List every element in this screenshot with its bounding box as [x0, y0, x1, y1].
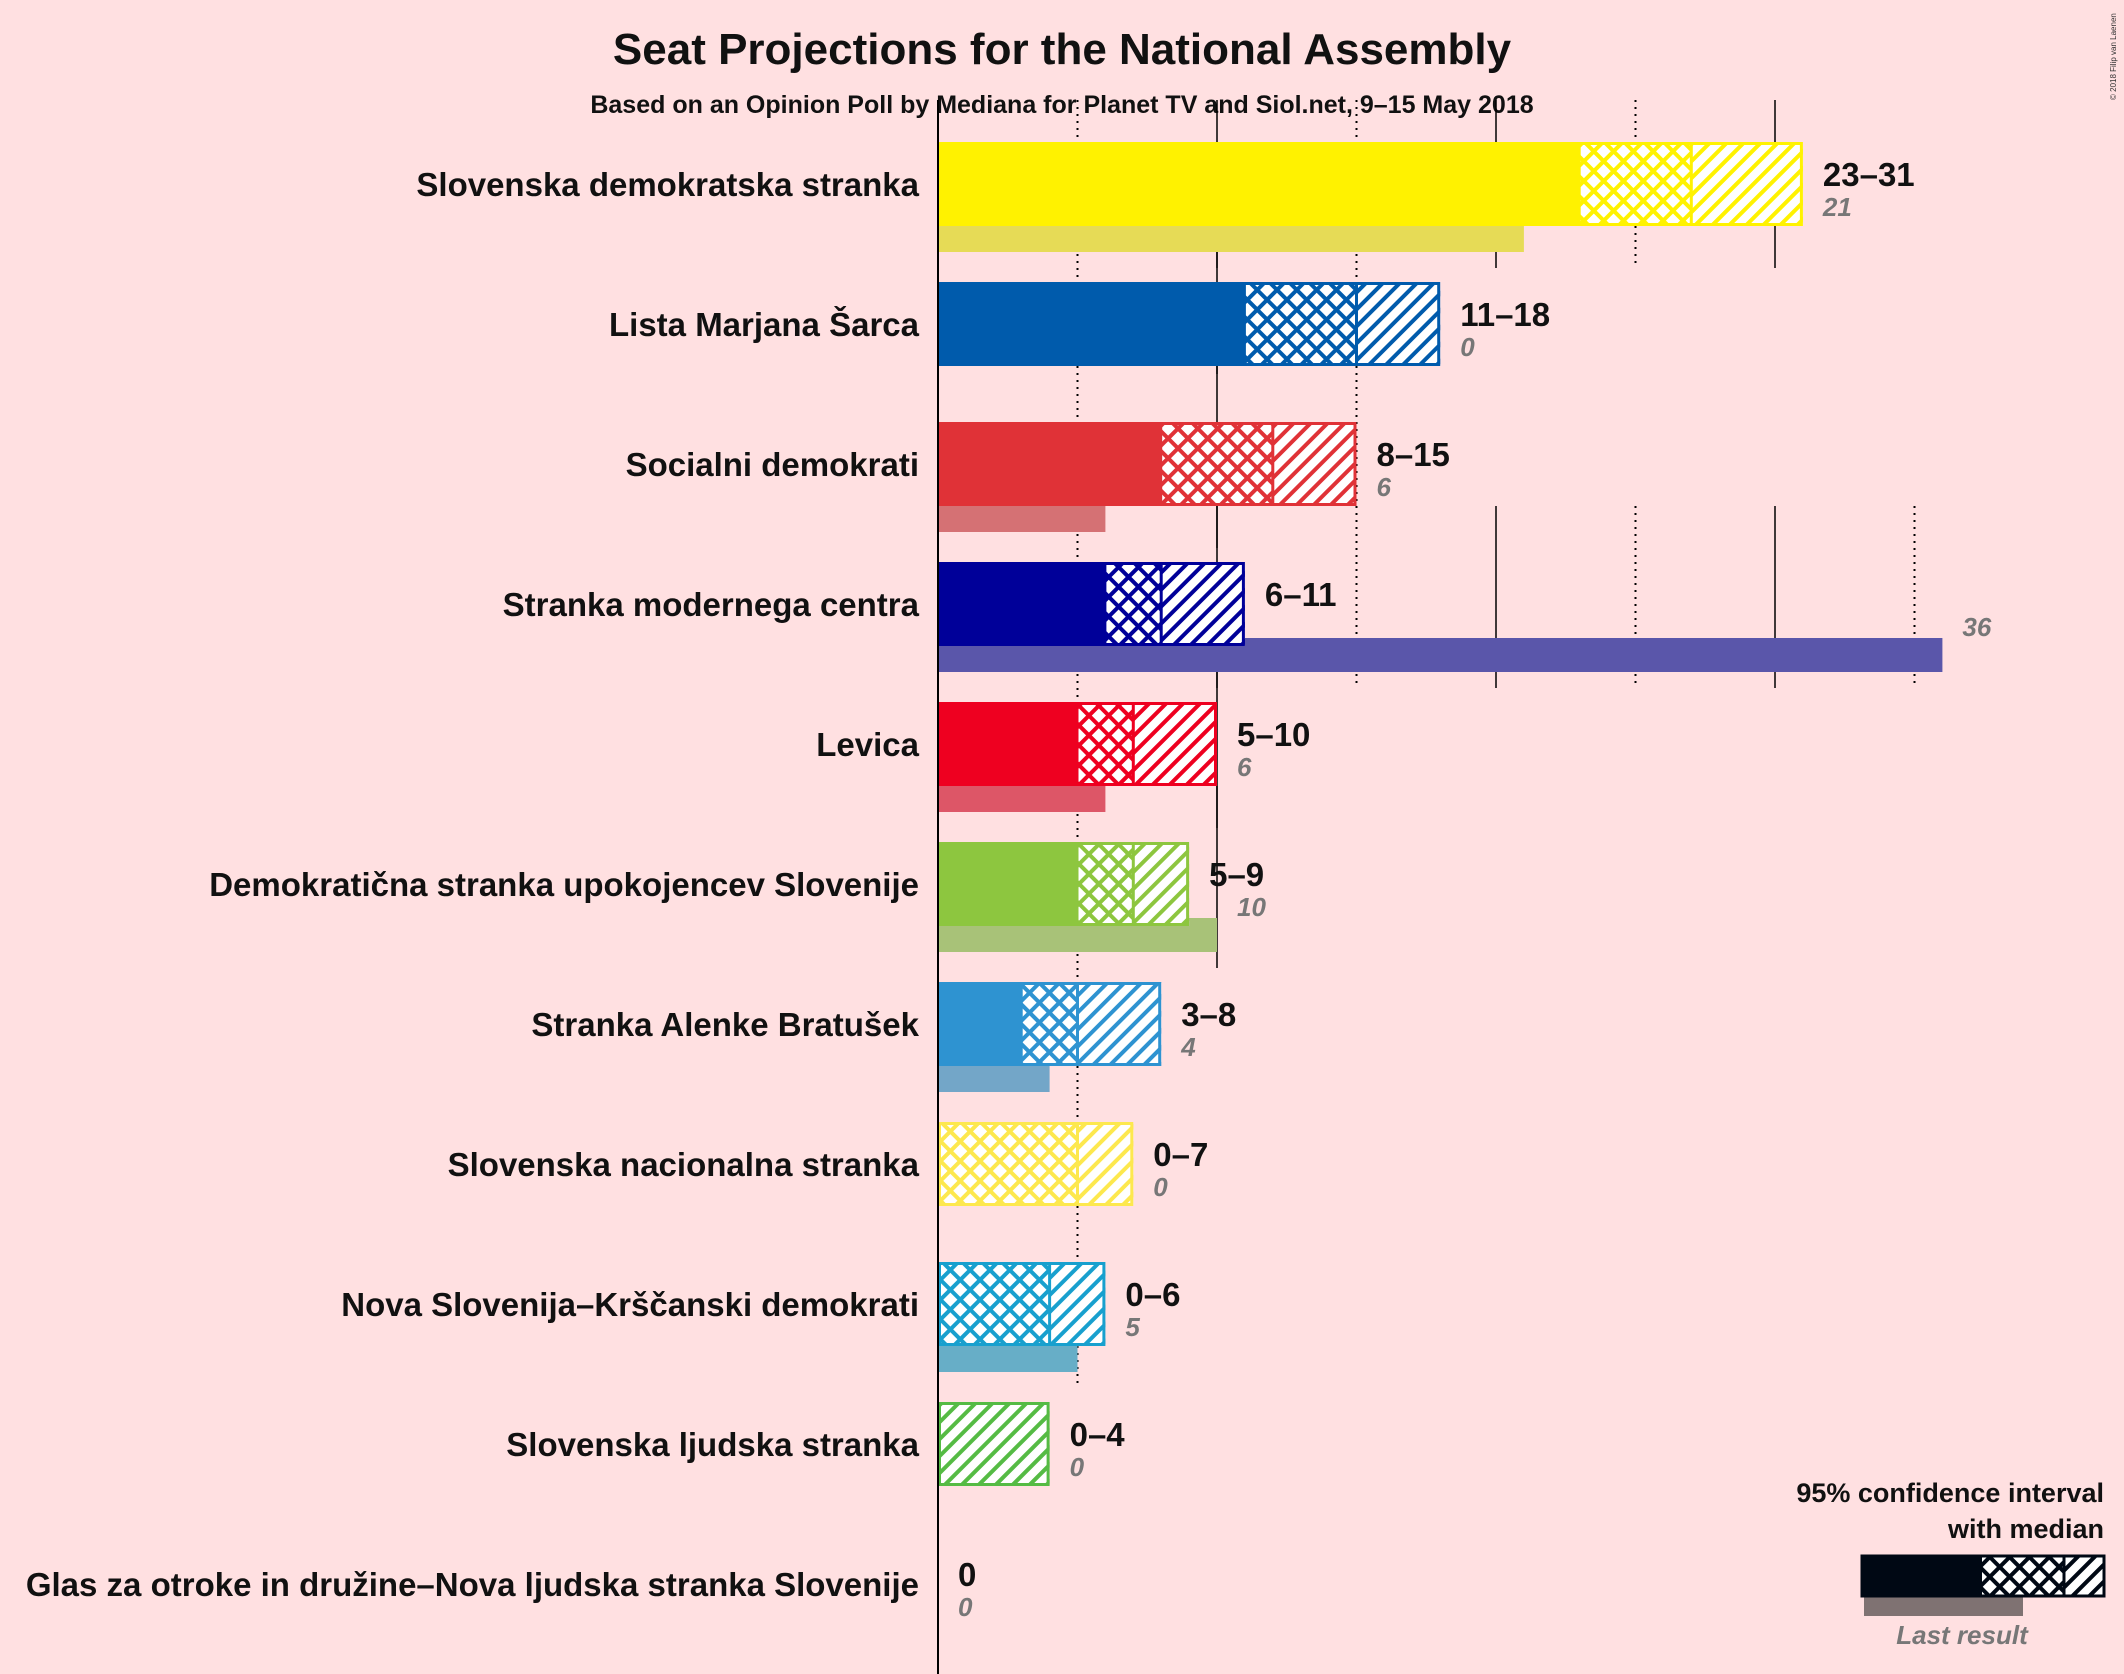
party-row: Glas za otroke in družine–Nova ljudska s… [26, 1556, 977, 1622]
range-label: 3–8 [1181, 996, 1236, 1033]
party-row: Nova Slovenija–Krščanski demokrati 0–65 [341, 1262, 1180, 1372]
party-label: Stranka Alenke Bratušek [531, 1006, 919, 1043]
ci-lower-hatch [1077, 702, 1134, 786]
last-result-label: 0 [1460, 332, 1475, 362]
ci-lower-hatch [1105, 562, 1162, 646]
party-label: Lista Marjana Šarca [609, 305, 920, 343]
ci-upper-hatch [1691, 142, 1803, 226]
ci-upper-hatch [1077, 982, 1162, 1066]
ci-solid-bar [938, 982, 1022, 1066]
ci-outline [938, 1262, 1106, 1346]
party-label: Slovenska nacionalna stranka [448, 1146, 920, 1183]
ci-lower-hatch [938, 1122, 1078, 1206]
range-label: 0–7 [1153, 1136, 1208, 1173]
last-result-label: 6 [1377, 472, 1392, 502]
last-result-label: 36 [1962, 612, 1991, 642]
legend: 95% confidence interval with median Last… [1796, 1478, 2106, 1650]
chart-title: Seat Projections for the National Assemb… [613, 25, 1512, 74]
ci-lower-hatch [1579, 142, 1692, 226]
ci-upper-hatch [1161, 562, 1245, 646]
legend-last-result-label: Last result [1896, 1620, 2029, 1650]
last-result-label: 0 [1153, 1172, 1168, 1202]
ci-upper-hatch [1356, 282, 1441, 366]
range-label: 0–6 [1125, 1276, 1180, 1313]
party-row: Stranka modernega centra 6–11 36 [503, 562, 1992, 672]
legend-cross-hatch [1982, 1556, 2064, 1596]
last-result-label: 0 [958, 1592, 973, 1622]
ci-outline [938, 842, 1190, 926]
last-result-label: 5 [1125, 1312, 1140, 1342]
party-row: Levica 5–106 [816, 702, 1310, 812]
last-result-label: 4 [1180, 1032, 1196, 1062]
range-label: 8–15 [1377, 436, 1450, 473]
range-label: 23–31 [1823, 156, 1915, 193]
range-label: 0 [958, 1556, 976, 1593]
party-row: Socialni demokrati 8–156 [626, 422, 1450, 532]
party-label: Nova Slovenija–Krščanski demokrati [341, 1286, 919, 1323]
range-label: 0–4 [1070, 1416, 1126, 1453]
ci-outline [938, 142, 1803, 226]
party-label: Demokratična stranka upokojencev Sloveni… [209, 866, 919, 903]
party-row: Demokratična stranka upokojencev Sloveni… [209, 842, 1266, 952]
ci-upper-hatch [1133, 842, 1190, 926]
ci-upper-hatch [938, 1402, 1050, 1486]
ci-outline [938, 1402, 1050, 1486]
ci-upper-hatch [1272, 422, 1357, 506]
ci-lower-hatch [1077, 842, 1134, 926]
party-label: Slovenska ljudska stranka [506, 1426, 919, 1463]
party-row: Lista Marjana Šarca 11–180 [609, 282, 1550, 366]
ci-outline [938, 562, 1245, 646]
ci-outline [938, 1122, 1134, 1206]
ci-solid-bar [938, 842, 1078, 926]
ci-solid-bar [938, 142, 1580, 226]
ci-outline [938, 422, 1357, 506]
ci-lower-hatch [1161, 422, 1273, 506]
last-result-label: 6 [1237, 752, 1252, 782]
range-label: 11–18 [1460, 296, 1550, 333]
ci-upper-hatch [1049, 1262, 1106, 1346]
ci-upper-hatch [1133, 702, 1217, 786]
party-label: Glas za otroke in družine–Nova ljudska s… [26, 1566, 919, 1603]
last-result-label: 10 [1237, 892, 1266, 922]
ci-solid-bar [938, 562, 1106, 646]
legend-diagonal-hatch [2064, 1556, 2104, 1596]
copyright-text: © 2018 Filip van Laenen [2109, 13, 2118, 100]
party-label: Stranka modernega centra [503, 586, 920, 623]
chart-subtitle: Based on an Opinion Poll by Mediana for … [590, 91, 1533, 119]
ci-outline [938, 982, 1162, 1066]
ci-solid-bar [938, 702, 1078, 786]
last-result-label: 21 [1822, 192, 1852, 222]
ci-solid-bar [938, 282, 1245, 366]
party-label: Levica [816, 726, 919, 763]
legend-title-line1: 95% confidence interval [1796, 1478, 2104, 1508]
party-row: Slovenska ljudska stranka 0–40 [506, 1402, 1125, 1486]
range-label: 5–10 [1237, 716, 1310, 753]
ci-lower-hatch [1021, 982, 1078, 1066]
ci-solid-bar [938, 422, 1162, 506]
range-label: 6–11 [1265, 576, 1337, 613]
party-row: Stranka Alenke Bratušek 3–84 [531, 982, 1236, 1092]
ci-lower-hatch [938, 1262, 1050, 1346]
legend-outline [1860, 1554, 2106, 1598]
legend-solid-bar [1862, 1556, 1982, 1596]
last-result-label: 0 [1070, 1452, 1085, 1482]
ci-outline [938, 282, 1441, 366]
ci-upper-hatch [1077, 1122, 1134, 1206]
party-label: Socialni demokrati [626, 446, 919, 483]
ci-lower-hatch [1244, 282, 1357, 366]
party-row: Slovenska nacionalna stranka 0–70 [448, 1122, 1208, 1206]
party-label: Slovenska demokratska stranka [416, 166, 919, 203]
legend-title-line2: with median [1947, 1514, 2104, 1544]
range-label: 5–9 [1209, 856, 1264, 893]
